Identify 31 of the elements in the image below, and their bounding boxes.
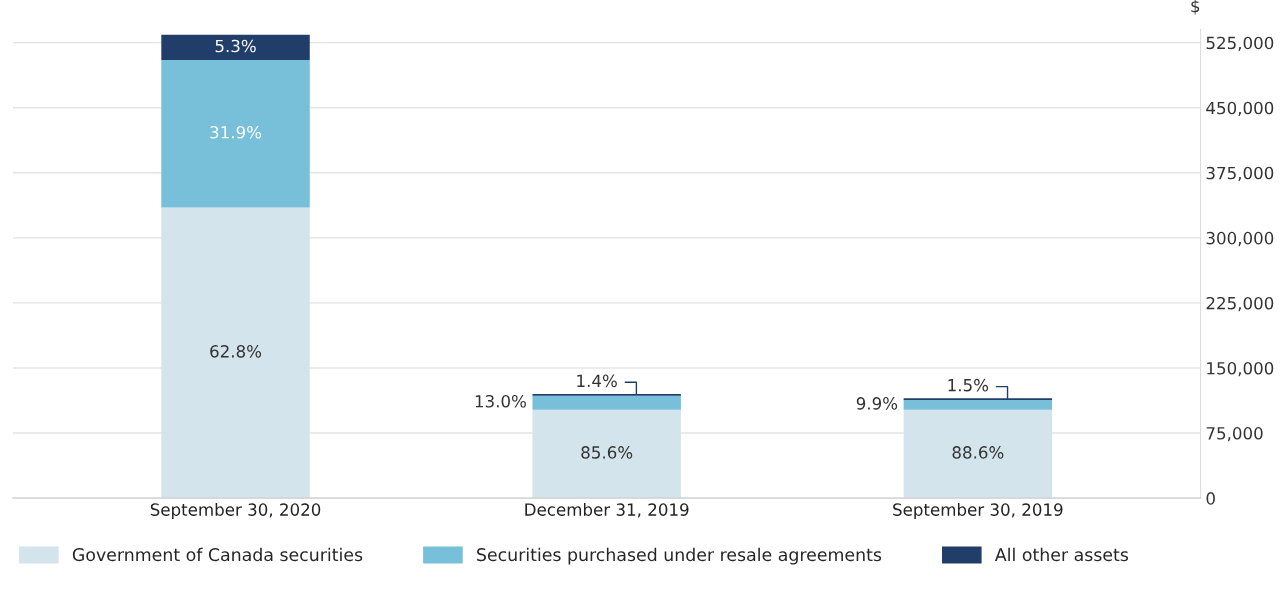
annotation: 62.8% <box>210 345 262 358</box>
y-tick-label: 525,000 <box>1206 36 1274 51</box>
annotation: 5.3% <box>215 39 256 53</box>
x-tick-label: September 30, 2020 <box>150 502 321 520</box>
legend-label: Government of Canada securities <box>72 547 363 562</box>
y-tick-label: 375,000 <box>1206 166 1274 182</box>
bar <box>161 207 310 499</box>
x-tick-label: December 31, 2019 <box>525 502 689 518</box>
bar <box>903 400 1053 410</box>
y-tick-label: 75,000 <box>1206 427 1263 442</box>
bar <box>903 409 1053 499</box>
annotation: 31.9% <box>210 125 262 139</box>
annotation: 1.4% <box>577 374 617 388</box>
y-tick-label: 0 <box>1206 492 1215 505</box>
x-tick-label: September 30, 2019 <box>893 502 1063 520</box>
annotation: 88.6% <box>952 446 1004 459</box>
annotation: 9.9% <box>856 397 898 410</box>
bar <box>161 60 310 208</box>
y-axis-title: $ <box>1191 0 1200 15</box>
y-tick-label: 225,000 <box>1206 296 1274 312</box>
y-tick-label: 300,000 <box>1206 231 1274 247</box>
bar <box>532 409 681 499</box>
y-tick-label: 150,000 <box>1207 361 1274 377</box>
annotation: 85.6% <box>581 446 633 459</box>
legend-label: Securities purchased under resale agreements <box>477 547 882 565</box>
annotation: 1.5% <box>948 378 989 392</box>
annotation: 13.0% <box>475 394 526 408</box>
y-tick-label: 450,000 <box>1206 101 1274 116</box>
bar <box>161 34 310 61</box>
bar <box>532 395 681 410</box>
legend-label: All other assets <box>994 547 1129 562</box>
